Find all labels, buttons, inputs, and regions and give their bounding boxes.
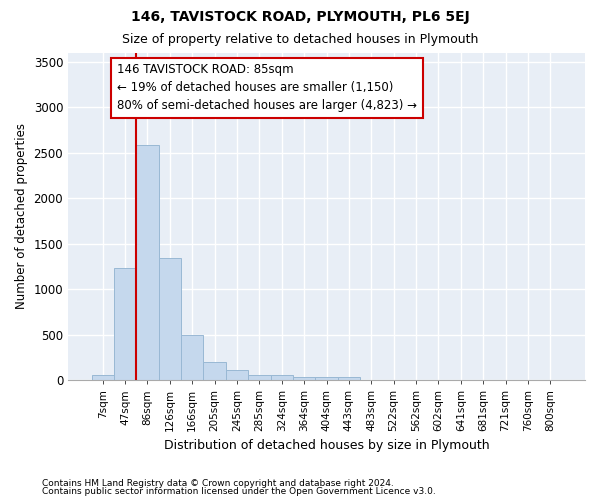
Bar [293,377,316,380]
Text: Contains HM Land Registry data © Crown copyright and database right 2024.: Contains HM Land Registry data © Crown c… [42,478,394,488]
Bar [158,258,181,380]
Bar [248,376,271,380]
Text: 146, TAVISTOCK ROAD, PLYMOUTH, PL6 5EJ: 146, TAVISTOCK ROAD, PLYMOUTH, PL6 5EJ [131,10,469,24]
Bar [181,334,203,380]
Bar [316,377,338,380]
Bar [114,268,136,380]
Text: Contains public sector information licensed under the Open Government Licence v3: Contains public sector information licen… [42,487,436,496]
Text: Size of property relative to detached houses in Plymouth: Size of property relative to detached ho… [122,32,478,46]
Bar [92,376,114,380]
X-axis label: Distribution of detached houses by size in Plymouth: Distribution of detached houses by size … [164,440,490,452]
Bar [226,370,248,380]
Text: 146 TAVISTOCK ROAD: 85sqm
← 19% of detached houses are smaller (1,150)
80% of se: 146 TAVISTOCK ROAD: 85sqm ← 19% of detac… [117,64,417,112]
Bar [136,146,158,380]
Bar [338,377,360,380]
Bar [271,376,293,380]
Bar [203,362,226,380]
Y-axis label: Number of detached properties: Number of detached properties [15,124,28,310]
